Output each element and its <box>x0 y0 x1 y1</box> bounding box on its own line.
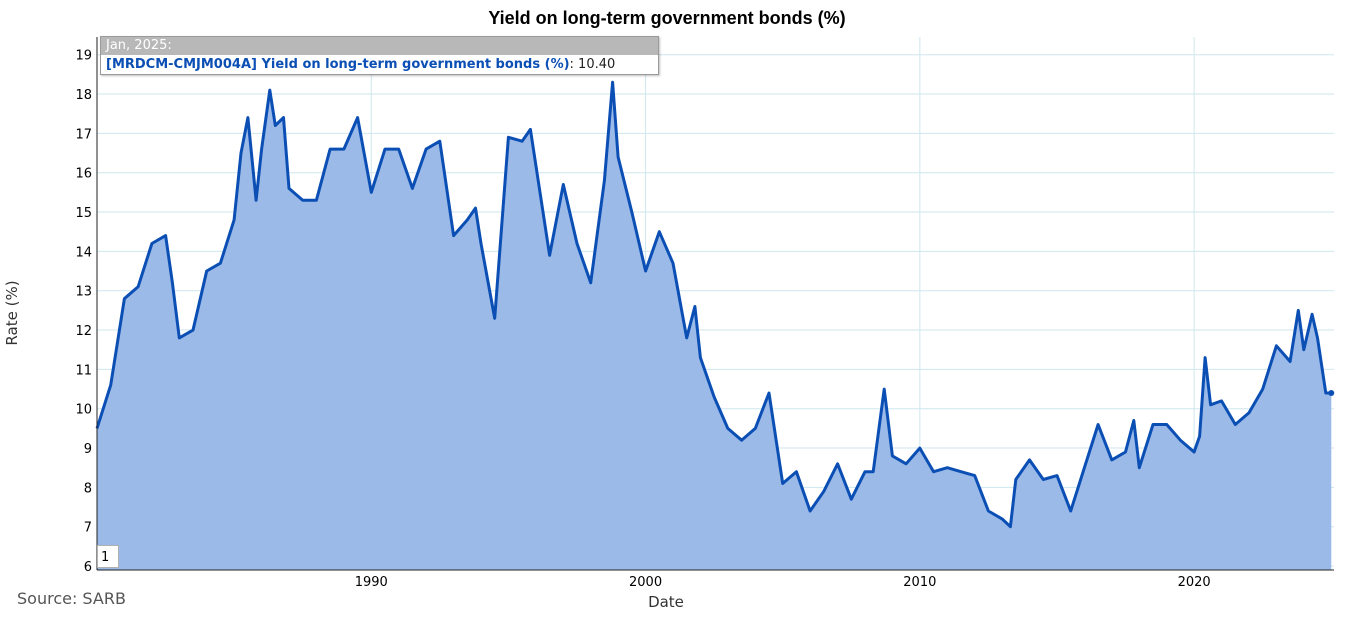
data-tooltip: Jan, 2025: [MRDCM-CMJM004A] Yield on lon… <box>100 36 659 75</box>
y-tick-label-9: 9 <box>84 442 92 457</box>
series-area-fill-0 <box>97 82 1332 570</box>
x-tick-label-2020: 2020 <box>1178 575 1211 590</box>
axes <box>96 37 1334 571</box>
y-tick-label-13: 13 <box>75 285 92 300</box>
tooltip-value: : 10.40 <box>569 57 616 72</box>
area-layer <box>95 80 1335 570</box>
hover-point-marker[interactable] <box>1328 389 1335 396</box>
tooltip-date: Jan, 2025: <box>101 37 658 55</box>
tooltip-body: [MRDCM-CMJM004A] Yield on long-term gove… <box>101 55 658 74</box>
x-tick-label-1990: 1990 <box>355 575 388 590</box>
y-tick-label-19: 19 <box>75 49 92 64</box>
tick-labels: 6 7 8 9 10 11 12 13 14 15 16 17 18 19 1990 2000 2010 2020 <box>75 49 1210 590</box>
y-tick-label-15: 15 <box>75 206 92 221</box>
y-tick-label-14: 14 <box>75 245 92 260</box>
tooltip-series-label: [MRDCM-CMJM004A] Yield on long-term gove… <box>106 57 570 72</box>
y-tick-label-17: 17 <box>75 127 92 142</box>
y-tick-label-18: 18 <box>75 88 92 103</box>
x-axis-title: Date <box>648 593 684 611</box>
y-tick-label-11: 11 <box>75 363 92 378</box>
y-tick-label-12: 12 <box>75 324 92 339</box>
y-tick-label-16: 16 <box>75 167 92 182</box>
source-note: Source: SARB <box>17 589 126 608</box>
x-tick-label-2000: 2000 <box>629 575 662 590</box>
y-tick-label-6: 6 <box>84 560 92 575</box>
y-tick-label-7: 7 <box>84 521 92 536</box>
x-tick-label-2010: 2010 <box>903 575 936 590</box>
y-tick-label-8: 8 <box>84 481 92 496</box>
series-line-0[interactable] <box>95 80 1332 529</box>
page-badge[interactable]: 1 <box>97 545 119 568</box>
y-tick-label-10: 10 <box>75 403 92 418</box>
y-axis-title: Rate (%) <box>3 280 21 345</box>
chart-title: Yield on long-term government bonds (%) <box>488 8 846 28</box>
